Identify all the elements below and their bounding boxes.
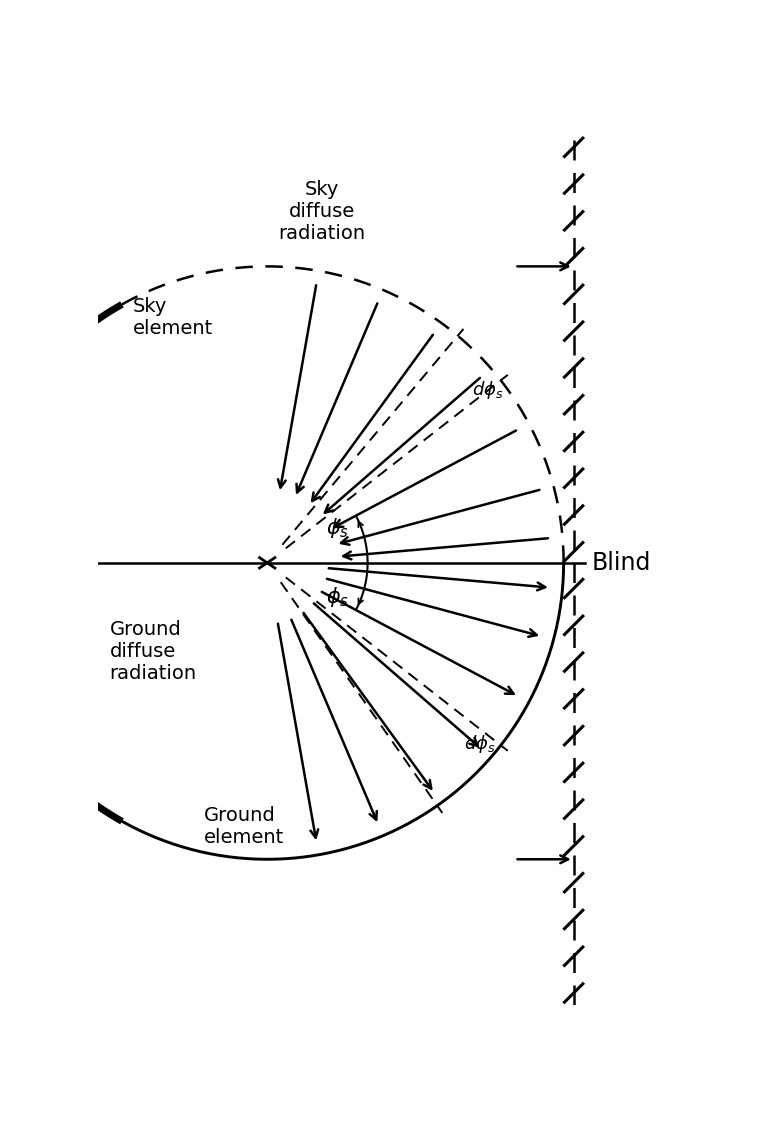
- Text: Blind: Blind: [591, 551, 650, 575]
- Text: $d\phi_s$: $d\phi_s$: [464, 733, 495, 755]
- Text: $d\phi_s$: $d\phi_s$: [472, 379, 504, 401]
- Text: $\phi_s$: $\phi_s$: [326, 516, 349, 541]
- Text: $\phi_s$: $\phi_s$: [326, 585, 349, 610]
- Text: Ground
element: Ground element: [204, 806, 285, 847]
- Text: Sky
diffuse
radiation: Sky diffuse radiation: [278, 180, 366, 243]
- Text: Sky
element: Sky element: [133, 297, 213, 338]
- Text: Ground
diffuse
radiation: Ground diffuse radiation: [110, 620, 196, 683]
